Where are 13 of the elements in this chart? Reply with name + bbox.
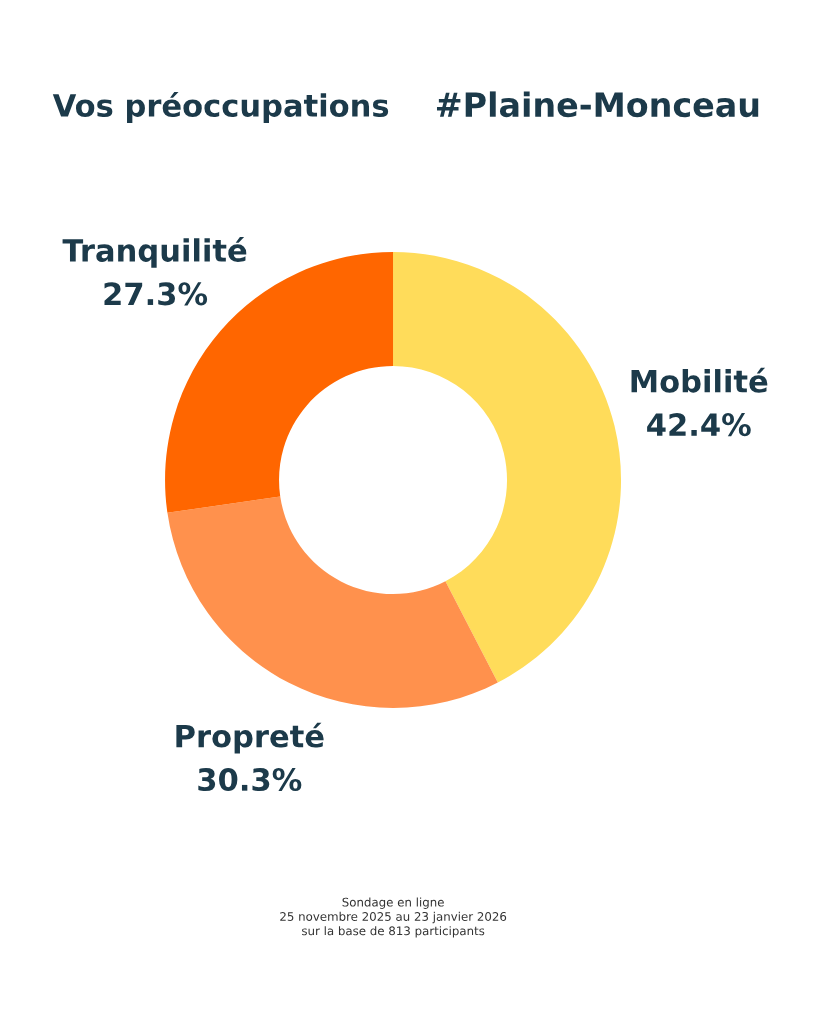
slice-label: Tranquilité xyxy=(62,237,247,268)
data-label: 27.3% xyxy=(104,282,208,306)
text: sur la base de 813 participants xyxy=(302,926,485,938)
data-label: 42.4% xyxy=(647,413,751,437)
donut-slice xyxy=(393,252,621,683)
data-label: 30.3% xyxy=(198,768,302,792)
slice-label: Propreté xyxy=(176,722,324,754)
text: Sondage en ligne xyxy=(342,897,444,909)
text: 25 novembre 2025 au 23 janvier 2026 xyxy=(280,911,507,924)
chart-subtitle: #Plaine-Monceau xyxy=(436,91,759,118)
slice-label: Mobilité xyxy=(631,367,768,393)
donut-slice xyxy=(167,496,498,708)
chart-title: Vos préoccupations xyxy=(52,92,389,123)
